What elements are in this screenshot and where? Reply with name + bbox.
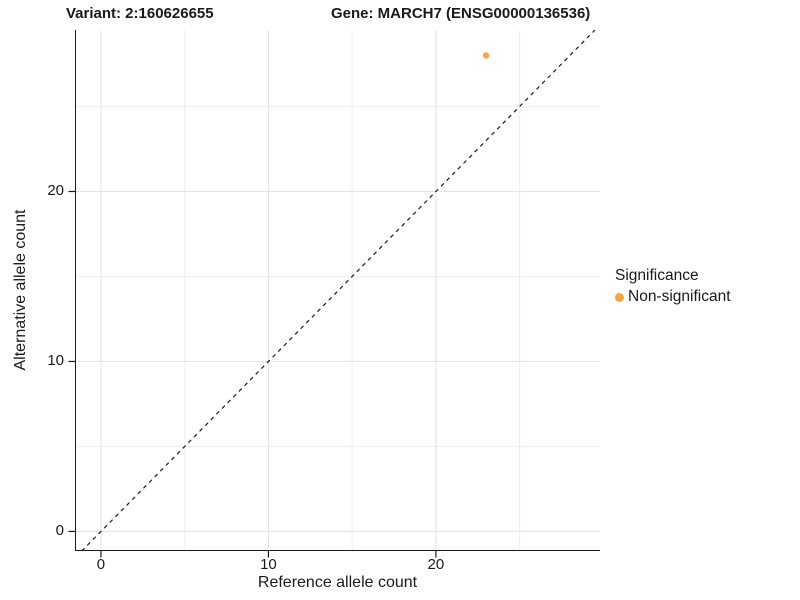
identity-reference-line	[81, 30, 596, 552]
legend-item-non-significant: Non-significant	[615, 288, 731, 306]
y-tick-label: 20	[47, 182, 64, 200]
data-point	[482, 52, 490, 59]
y-axis-title: Alternative allele count	[12, 209, 29, 371]
y-tick-label: 0	[55, 522, 64, 540]
x-tick-label: 0	[96, 556, 106, 573]
legend-point-icon	[615, 292, 624, 302]
x-axis-title: Reference allele count	[257, 574, 418, 591]
x-tick-label: 10	[260, 556, 277, 573]
gene-title: Gene: MARCH7 (ENSG00000136536)	[331, 5, 591, 22]
axis-lines	[75, 30, 600, 551]
y-tick-label: 10	[47, 352, 64, 370]
legend: Significance Non-significant	[615, 267, 731, 306]
legend-title: Significance	[615, 267, 699, 284]
variant-title: Variant: 2:160626655	[66, 5, 214, 22]
plot-area	[68, 30, 600, 558]
x-tick-label: 20	[427, 556, 445, 573]
legend-item-label: Non-significant	[628, 288, 731, 305]
